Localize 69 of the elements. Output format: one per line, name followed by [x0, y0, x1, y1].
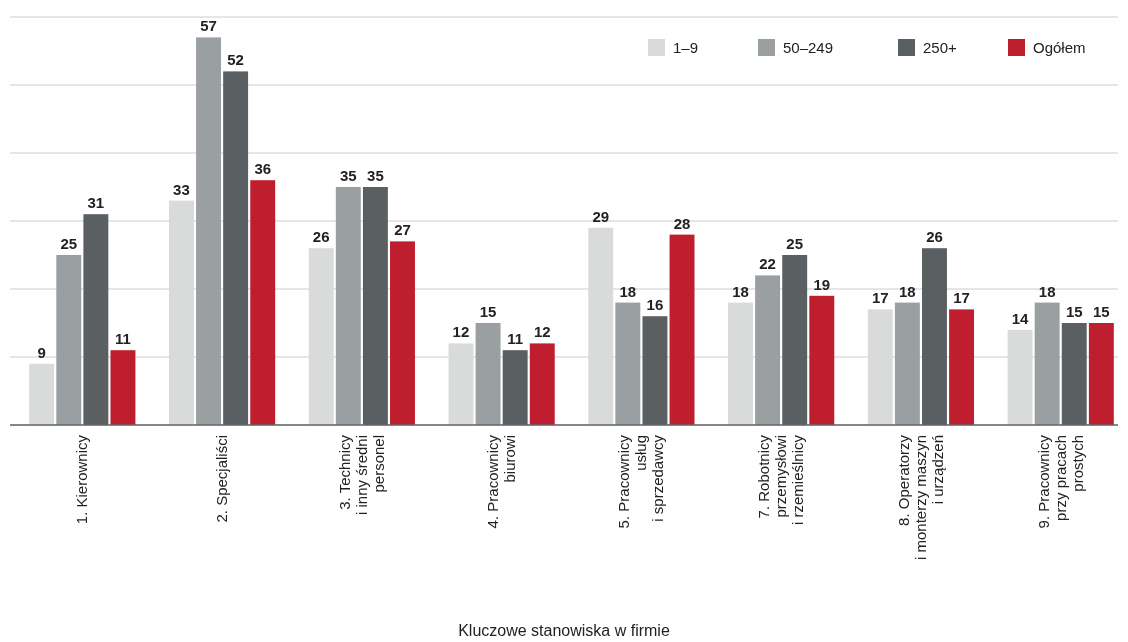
data-label: 57 [200, 17, 217, 35]
legend-label: 50–249 [783, 39, 834, 56]
bar [1034, 302, 1060, 425]
bar [308, 248, 334, 425]
data-label: 11 [507, 330, 524, 348]
bar [669, 234, 695, 425]
bar [728, 302, 753, 425]
data-label: 19 [813, 275, 831, 293]
bar [335, 187, 361, 425]
x-axis-title: Kluczowe stanowiska w firmie [458, 622, 670, 639]
data-label: 33 [173, 180, 190, 198]
x-tick-label: 3. Technicy i inny średni personel [335, 434, 387, 516]
legend-label: Ogółem [1033, 39, 1086, 56]
bar [250, 180, 276, 425]
data-label: 29 [592, 207, 610, 225]
data-label: 25 [786, 235, 804, 252]
data-label: 28 [673, 214, 691, 232]
data-label: 15 [1065, 303, 1083, 320]
bar [56, 255, 82, 425]
bar [1088, 323, 1114, 425]
data-label: 27 [394, 221, 411, 239]
data-label: 36 [254, 160, 272, 178]
data-label: 18 [619, 282, 637, 300]
bar [949, 309, 975, 425]
data-label: 12 [533, 323, 551, 341]
data-label: 11 [115, 330, 131, 348]
data-label: 22 [759, 255, 776, 273]
bar [196, 37, 221, 425]
data-label: 35 [367, 167, 384, 184]
bar [110, 350, 136, 425]
data-label: 26 [312, 228, 330, 246]
data-label: 15 [479, 303, 497, 320]
x-tick-label: 9. Pracownicy przy pracach prostych [1034, 434, 1086, 529]
legend-label: 250+ [923, 39, 958, 56]
data-label: 18 [899, 282, 916, 300]
x-tick-label: 7. Robotnicy przemysłowi i rzemieślnicy [755, 434, 807, 526]
bar [448, 343, 474, 425]
data-label: 25 [60, 235, 78, 252]
legend-label: 1–9 [673, 39, 699, 56]
x-tick-label: 8. Operatorzy i monterzy maszyn i urządzeń [894, 434, 946, 561]
bar [475, 323, 501, 425]
data-label: 9 [37, 343, 46, 361]
bar [529, 343, 555, 425]
data-label: 15 [1093, 303, 1110, 320]
data-label: 31 [87, 194, 105, 212]
data-label: 17 [953, 289, 970, 307]
bar [29, 363, 55, 425]
x-tick-label: 5. Pracownicy usług i sprzedawcy [615, 434, 667, 529]
data-label: 16 [646, 296, 664, 314]
bar [588, 227, 614, 425]
data-label: 35 [339, 167, 357, 184]
data-label: 14 [1011, 309, 1030, 327]
bar [755, 275, 781, 425]
x-tick-label: 1. Kierownicy [73, 434, 91, 525]
x-tick-label: 4. Pracownicy biurowi [484, 434, 519, 529]
bar [615, 302, 641, 425]
bar [894, 302, 920, 425]
bar [1007, 329, 1033, 425]
data-label: 18 [1038, 282, 1056, 300]
data-label: 18 [732, 282, 749, 300]
bar [867, 309, 893, 425]
data-label: 12 [452, 323, 470, 341]
data-label: 52 [227, 51, 244, 69]
bar [168, 200, 194, 425]
bar [390, 241, 415, 425]
bar [809, 295, 835, 425]
x-tick-label: 2. Specjaliści [213, 435, 231, 523]
data-label: 17 [871, 289, 889, 307]
data-label: 26 [926, 228, 943, 246]
